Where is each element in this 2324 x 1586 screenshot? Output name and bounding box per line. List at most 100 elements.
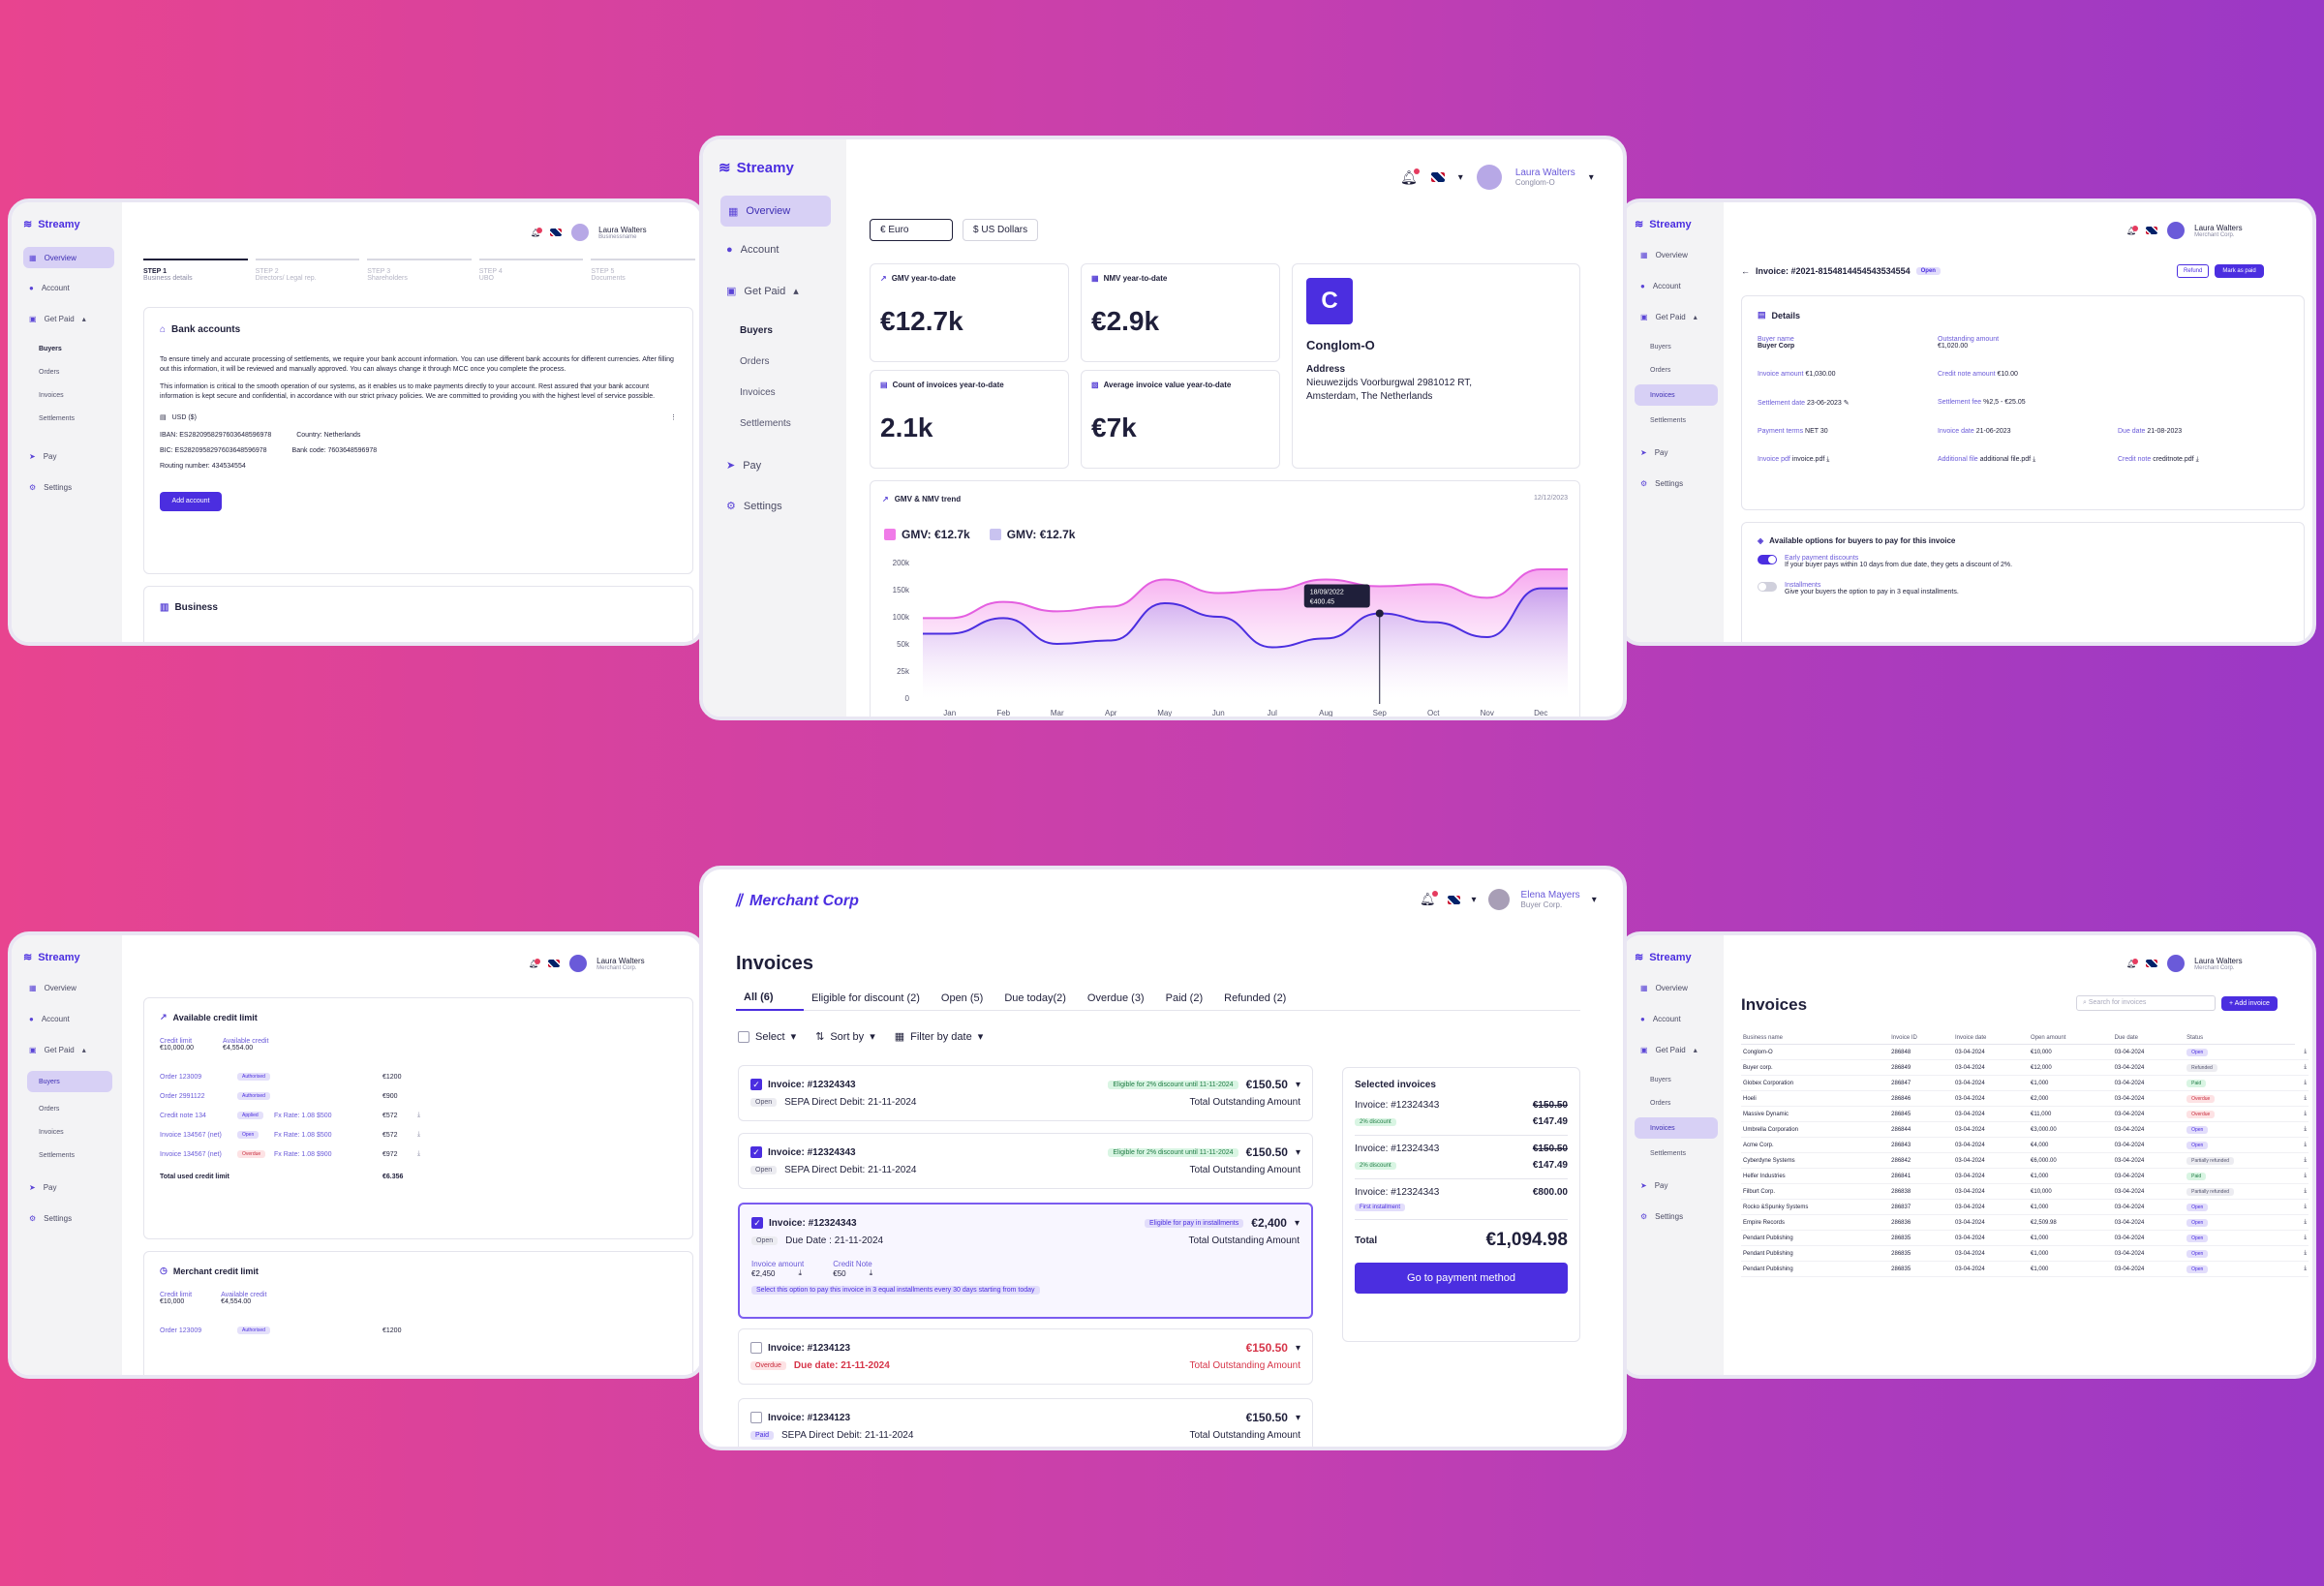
- credit-row[interactable]: Order 123009 Authorised €1200: [160, 1073, 677, 1081]
- go-to-payment-button[interactable]: Go to payment method: [1355, 1263, 1568, 1294]
- installments-toggle[interactable]: [1758, 582, 1777, 592]
- tab-3[interactable]: Due today(2): [1004, 991, 1066, 1004]
- chevron-down-icon[interactable]: ▾: [1295, 1342, 1300, 1354]
- column-header[interactable]: Status: [2185, 1032, 2295, 1045]
- sidebar-item-buyers[interactable]: Buyers: [1650, 344, 1671, 351]
- invoice-card[interactable]: Invoice: #1234123 €150.50 ▾ Overdue Due date…: [738, 1328, 1313, 1385]
- step-4[interactable]: STEP 4 UBO: [478, 259, 584, 282]
- table-row[interactable]: Hoeli 286846 03-04-2024 €2,000 03-04-2024 Ove…: [1741, 1090, 2309, 1107]
- chevron-down-icon[interactable]: ▾: [1588, 171, 1594, 183]
- sidebar-item-account[interactable]: ● Account: [1640, 1015, 1681, 1023]
- flag-uk-icon[interactable]: [548, 960, 561, 967]
- download-icon[interactable]: ⤓: [417, 1150, 421, 1157]
- avatar[interactable]: [1476, 165, 1502, 190]
- download-icon[interactable]: ⤓: [2033, 456, 2036, 463]
- sidebar-item-settlements[interactable]: Settlements: [740, 418, 791, 429]
- field-invoice-pdf[interactable]: Invoice pdf invoice.pdf ⤓: [1758, 456, 1830, 463]
- chevron-down-icon[interactable]: ▾: [1295, 1146, 1300, 1158]
- sort-dropdown[interactable]: ⇅ Sort by ▾: [815, 1030, 875, 1044]
- sidebar-item-account[interactable]: ● Account: [1640, 282, 1681, 290]
- table-row[interactable]: Conglom-O 286848 03-04-2024 €10,000 03-04-20…: [1741, 1044, 2309, 1060]
- streamy-logo[interactable]: ≋ Streamy: [23, 951, 80, 964]
- flag-uk-icon[interactable]: [550, 229, 563, 236]
- avatar[interactable]: [1487, 889, 1510, 910]
- sidebar-item-invoices[interactable]: Invoices: [740, 387, 776, 398]
- table-row[interactable]: Pendant Publishing 286835 03-04-2024 €1,000…: [1741, 1245, 2309, 1262]
- sidebar-item-settings[interactable]: ⚙ Settings: [29, 1214, 73, 1223]
- bell-icon[interactable]: 🔔︎: [1420, 891, 1438, 906]
- field-additional-file[interactable]: Additional file additional file.pdf ⤓: [1938, 456, 2036, 463]
- download-icon[interactable]: ⤓: [2304, 1048, 2307, 1054]
- sidebar-item-overview[interactable]: ▦ Overview: [720, 196, 831, 227]
- tab-2[interactable]: Open (5): [940, 991, 984, 1004]
- download-icon[interactable]: ⤓: [2304, 1111, 2307, 1116]
- field-credit-note[interactable]: Credit note creditnote.pdf ⤓: [2118, 456, 2199, 463]
- credit-row[interactable]: Order 123009 Authorised €1200: [160, 1327, 402, 1334]
- download-icon[interactable]: ⤓: [798, 1268, 803, 1277]
- flag-uk-icon[interactable]: [2146, 960, 2158, 967]
- sidebar-item-orders[interactable]: Orders: [39, 1106, 60, 1113]
- sidebar-item-invoices[interactable]: Invoices: [1635, 384, 1718, 406]
- date-filter[interactable]: ▦ Filter by date ▾: [894, 1030, 984, 1044]
- invoice-card[interactable]: Invoice: #1234123 €150.50 ▾ Paid SEPA Direct…: [738, 1398, 1313, 1447]
- download-icon[interactable]: ⤓: [2304, 1235, 2307, 1240]
- download-icon[interactable]: ⤓: [2304, 1219, 2307, 1225]
- table-row[interactable]: Umbrella Corporation 286844 03-04-2024 €3,0…: [1741, 1121, 2309, 1138]
- download-icon[interactable]: ⤓: [2195, 456, 2199, 463]
- table-row[interactable]: Massive Dynamic 286845 03-04-2024 €11,000 03…: [1741, 1106, 2309, 1122]
- invoice-checkbox[interactable]: [750, 1412, 762, 1423]
- streamy-logo[interactable]: ≋ Streamy: [1635, 951, 1692, 964]
- installment-note[interactable]: Select this option to pay this invoice i…: [751, 1286, 1040, 1295]
- chevron-down-icon[interactable]: ▾: [1294, 1217, 1300, 1229]
- sidebar-item-buyers[interactable]: Buyers: [39, 346, 62, 352]
- tab-1[interactable]: Eligible for discount (2): [811, 991, 920, 1004]
- flag-uk-icon[interactable]: [1430, 172, 1445, 182]
- credit-row[interactable]: Order 2991122 Authorised €900: [160, 1092, 677, 1100]
- chevron-down-icon[interactable]: ▾: [1471, 894, 1477, 905]
- sidebar-item-get-paid[interactable]: ▣ Get Paid ▴: [1640, 313, 1697, 321]
- more-icon[interactable]: ⋮: [670, 414, 677, 422]
- credit-row[interactable]: Credit note 134 Applied Fx Rate: 1.08 $500…: [160, 1112, 677, 1119]
- table-row[interactable]: Pendant Publishing 286835 03-04-2024 €1,000…: [1741, 1261, 2309, 1277]
- credit-row[interactable]: Invoice 134567 (net) Open Fx Rate: 1.08 $5…: [160, 1131, 677, 1139]
- streamy-logo[interactable]: ≋ Streamy: [1635, 218, 1692, 231]
- sidebar-item-orders[interactable]: Orders: [39, 369, 60, 376]
- tab-0[interactable]: All (6): [736, 991, 804, 1011]
- table-row[interactable]: Buyer corp. 286849 03-04-2024 €12,000 03-04-…: [1741, 1059, 2309, 1076]
- sidebar-item-invoices[interactable]: Invoices: [1635, 1117, 1718, 1139]
- invoice-card[interactable]: ✓ Invoice: #12324343 Eligible for 2% disco…: [738, 1133, 1313, 1189]
- sidebar-item-invoices[interactable]: Invoices: [39, 1129, 64, 1136]
- download-icon[interactable]: ⤓: [2304, 1188, 2307, 1194]
- sidebar-item-account[interactable]: ● Account: [29, 284, 70, 292]
- flag-uk-icon[interactable]: [1447, 895, 1460, 904]
- step-5[interactable]: STEP 5 Documents: [591, 259, 695, 282]
- sidebar-item-invoices[interactable]: Invoices: [39, 392, 64, 399]
- search-input[interactable]: ⌕ Search for invoices: [2076, 995, 2216, 1011]
- sidebar-item-orders[interactable]: Orders: [740, 356, 770, 367]
- tab-6[interactable]: Refunded (2): [1224, 991, 1287, 1004]
- sidebar-item-settlements[interactable]: Settlements: [39, 415, 75, 422]
- series-line-1[interactable]: [923, 587, 1568, 649]
- sidebar-item-get-paid[interactable]: ▣ Get Paid ▴: [1640, 1046, 1697, 1054]
- currency-euro-button[interactable]: € Euro: [870, 219, 953, 241]
- bell-icon[interactable]: 🔔︎: [531, 227, 543, 237]
- tab-5[interactable]: Paid (2): [1165, 991, 1204, 1004]
- streamy-logo[interactable]: ≋ Streamy: [719, 159, 794, 177]
- invoice-card[interactable]: ✓ Invoice: #12324343 Eligible for 2% disco…: [738, 1065, 1313, 1121]
- streamy-logo[interactable]: ≋ Streamy: [23, 218, 80, 231]
- sidebar-item-settlements[interactable]: Settlements: [39, 1152, 75, 1159]
- download-icon[interactable]: ⤓: [417, 1131, 421, 1138]
- sidebar-item-buyers[interactable]: Buyers: [1650, 1077, 1671, 1083]
- sidebar-item-pay[interactable]: ➤ Pay: [726, 459, 762, 473]
- chevron-down-icon[interactable]: ▾: [1295, 1412, 1300, 1423]
- download-icon[interactable]: ⤓: [2304, 1095, 2307, 1101]
- sidebar-item-settings[interactable]: ⚙ Settings: [1640, 1212, 1684, 1221]
- download-icon[interactable]: ⤓: [2304, 1204, 2307, 1209]
- flag-uk-icon[interactable]: [2146, 227, 2158, 234]
- early-payment-toggle[interactable]: [1758, 555, 1777, 564]
- step-3[interactable]: STEP 3 Shareholders: [367, 259, 472, 282]
- column-header[interactable]: Open amount: [2029, 1032, 2113, 1045]
- avatar[interactable]: [2167, 955, 2186, 972]
- add-account-button[interactable]: Add account: [160, 491, 222, 511]
- sidebar-item-settings[interactable]: ⚙ Settings: [726, 500, 782, 513]
